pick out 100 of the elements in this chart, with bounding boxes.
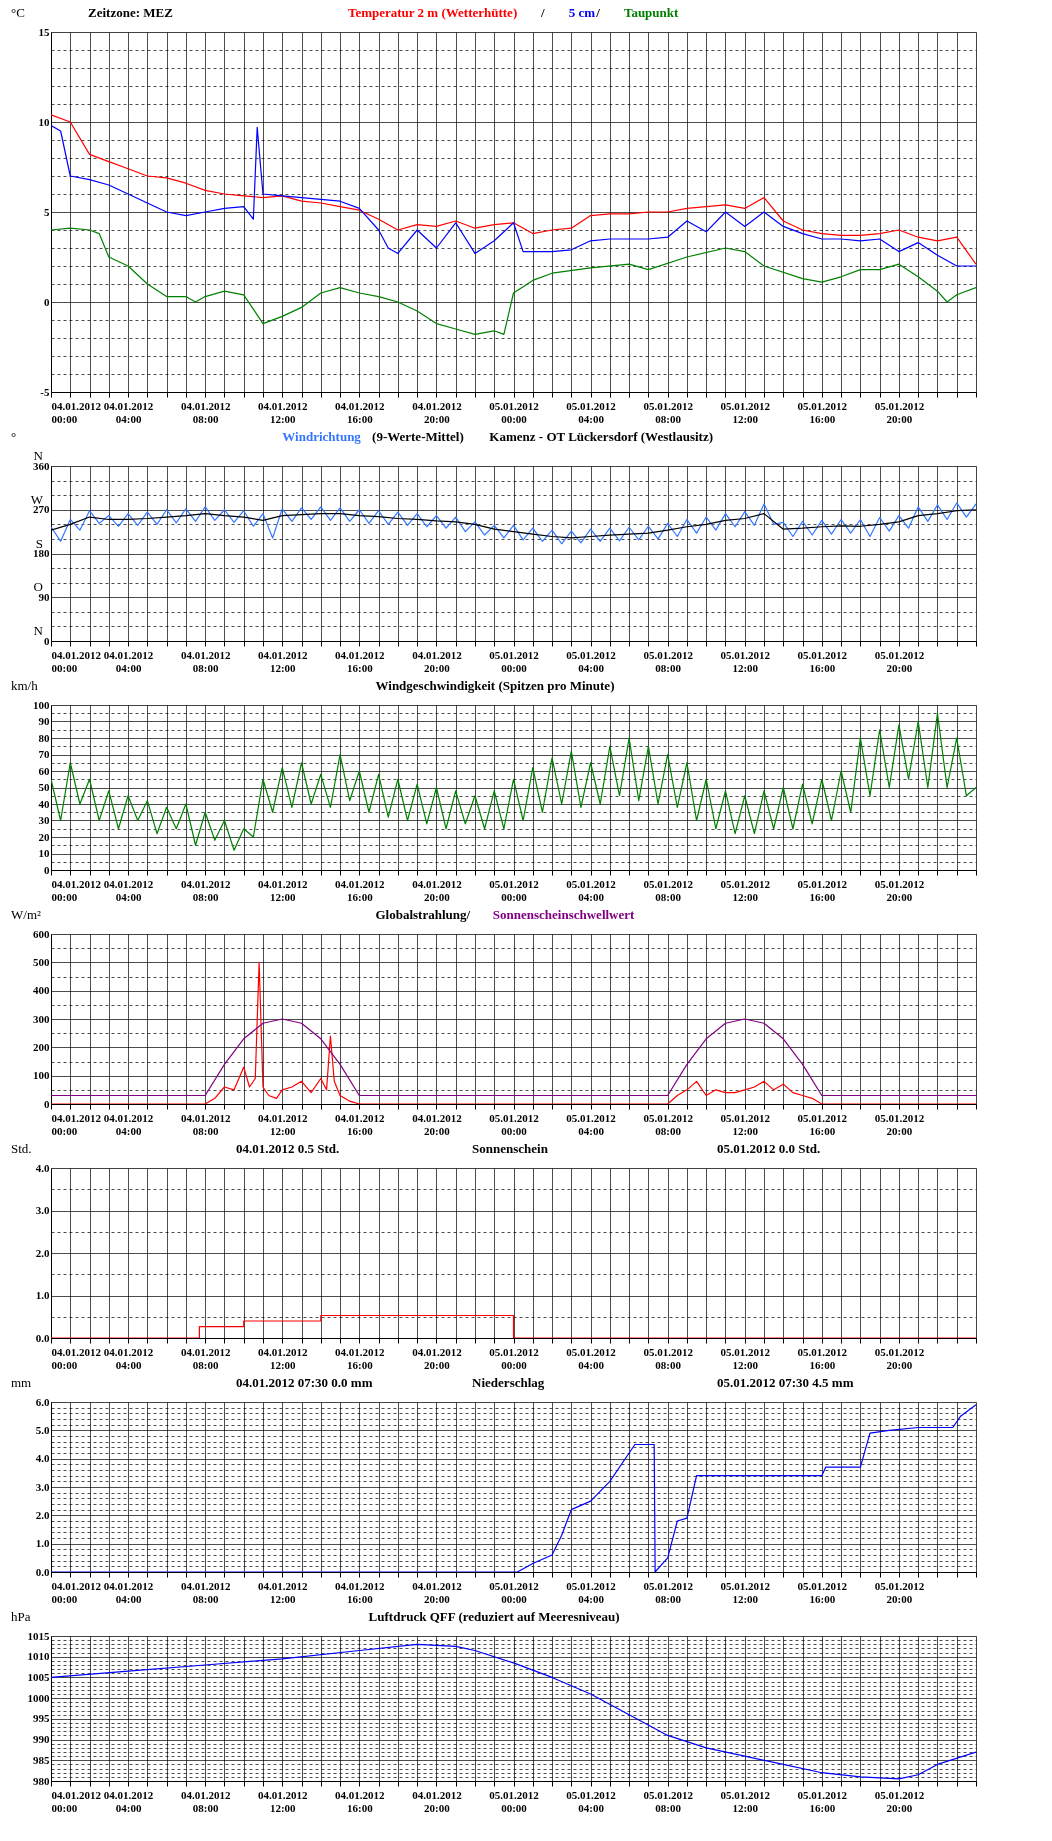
x-tick-label: 05.01.2012 00:00 — [489, 1111, 540, 1137]
x-tick-label: 04.01.2012 00:00 — [51, 1579, 102, 1605]
x-tick-label: 04.01.2012 04:00 — [103, 1345, 154, 1371]
y-tick-label: 500 — [33, 955, 50, 968]
x-tick-label: 05.01.2012 16:00 — [797, 1788, 848, 1814]
x-tick-label: 04.01.2012 00:00 — [51, 877, 102, 903]
y-tick-label: 5.0 — [35, 1423, 50, 1436]
x-tick-label: 04.01.2012 12:00 — [258, 1111, 308, 1137]
x-tick-label: 04.01.2012 08:00 — [180, 1111, 231, 1137]
x-tick-label: 04.01.2012 12:00 — [258, 1579, 308, 1605]
y-tick-label: 2.0 — [35, 1508, 50, 1521]
x-tick-label: 04.01.2012 20:00 — [412, 1111, 463, 1137]
x-tick-label: 04.01.2012 12:00 — [258, 1788, 308, 1814]
y-tick-label: -5 — [40, 385, 50, 398]
x-tick-label: 05.01.2012 04:00 — [566, 399, 617, 425]
x-tick-label: 05.01.2012 00:00 — [489, 1345, 540, 1371]
x-tick-label: 04.01.2012 00:00 — [51, 1788, 102, 1814]
x-tick-label: 05.01.2012 12:00 — [720, 1345, 771, 1371]
y-tick-label: 20 — [38, 830, 50, 843]
y-tick-label: 1.0 — [35, 1537, 50, 1550]
x-tick-label: 05.01.2012 00:00 — [489, 1579, 540, 1605]
x-tick-label: 04.01.2012 04:00 — [103, 877, 154, 903]
y-tick-label: 10 — [38, 115, 50, 128]
y-tick-label: 4.0 — [35, 1452, 50, 1465]
y-tick-label: 0 — [44, 295, 50, 308]
y-tick-label: 2.0 — [35, 1246, 50, 1259]
x-tick-label: 05.01.2012 12:00 — [720, 399, 771, 425]
x-tick-label: 05.01.2012 00:00 — [489, 648, 540, 674]
line-series — [51, 502, 976, 545]
x-tick-label: 05.01.2012 16:00 — [797, 877, 848, 903]
chart-title: Luftdruck QFF (reduziert auf Meeresniveau) — [368, 1609, 620, 1624]
x-tick-label: 05.01.2012 20:00 — [874, 1579, 925, 1605]
x-tick-label: 04.01.2012 16:00 — [335, 877, 386, 903]
x-tick-label: 04.01.2012 12:00 — [258, 877, 308, 903]
x-tick-label: 04.01.2012 12:00 — [258, 1345, 308, 1371]
line-series — [51, 1018, 976, 1097]
x-tick-label: 05.01.2012 16:00 — [797, 1579, 848, 1605]
x-tick-label: 05.01.2012 00:00 — [489, 877, 540, 903]
x-tick-label: 05.01.2012 08:00 — [643, 877, 694, 903]
x-tick-label: 04.01.2012 04:00 — [103, 1579, 154, 1605]
x-tick-label: 04.01.2012 16:00 — [335, 399, 386, 425]
x-tick-label: 04.01.2012 12:00 — [258, 648, 308, 674]
x-tick-label: 04.01.2012 08:00 — [180, 1579, 231, 1605]
x-tick-label: 04.01.2012 00:00 — [51, 1345, 102, 1371]
text: Windrichtung — [282, 429, 362, 444]
text: 05.01.2012 0.0 Std. — [717, 1141, 821, 1156]
y-tick-label: 995 — [33, 1712, 50, 1725]
y-axis-title: mm — [11, 1375, 32, 1390]
x-tick-label: 04.01.2012 00:00 — [51, 1111, 102, 1137]
y-tick-label: 0.0 — [35, 1331, 50, 1344]
x-tick-label: 05.01.2012 08:00 — [643, 1579, 694, 1605]
y-tick-label: 3.0 — [35, 1204, 50, 1216]
x-tick-label: 04.01.2012 04:00 — [103, 1788, 154, 1814]
y-tick-label: 1005 — [27, 1670, 50, 1683]
x-tick-label: 04.01.2012 08:00 — [180, 1345, 231, 1371]
text: Sonnenscheinschwellwert — [492, 907, 636, 922]
chart-title: Kamenz - OT Lückersdorf (Westlausitz) — [489, 429, 713, 444]
x-tick-label: 05.01.2012 04:00 — [566, 1111, 617, 1137]
x-tick-label: 05.01.2012 16:00 — [797, 1345, 848, 1371]
x-tick-label: 04.01.2012 16:00 — [335, 1345, 386, 1371]
x-tick-label: 05.01.2012 12:00 — [720, 1111, 771, 1137]
x-tick-label: 05.01.2012 16:00 — [797, 648, 848, 674]
y-axis-title: W/m² — [11, 907, 41, 922]
x-tick-label: 05.01.2012 16:00 — [797, 1111, 848, 1137]
x-tick-label: 05.01.2012 04:00 — [566, 648, 617, 674]
text: 5 cm — [568, 5, 596, 20]
x-tick-label: 04.01.2012 20:00 — [412, 877, 463, 903]
chart-title: Globalstrahlung/ — [375, 907, 471, 922]
y-axis-title: °C — [11, 5, 25, 20]
x-tick-label: 05.01.2012 08:00 — [643, 399, 694, 425]
x-tick-label: 05.01.2012 20:00 — [874, 648, 925, 674]
x-tick-label: 04.01.2012 20:00 — [412, 1788, 463, 1814]
x-tick-label: 04.01.2012 16:00 — [335, 648, 386, 674]
text: (9-Werte-Mittel) — [372, 429, 464, 444]
x-tick-label: 05.01.2012 12:00 — [720, 877, 771, 903]
chart-title: Windgeschwindigkeit (Spitzen pro Minute) — [375, 678, 615, 693]
y-axis-title: km/h — [11, 678, 39, 693]
y-tick-label: 0.0 — [35, 1565, 50, 1578]
text: Zeitzone: MEZ — [88, 5, 174, 20]
x-tick-label: 04.01.2012 08:00 — [180, 877, 231, 903]
x-tick-label: 04.01.2012 08:00 — [180, 399, 231, 425]
y-tick-label: 1.0 — [35, 1289, 50, 1301]
chart-title: Sonnenschein — [472, 1141, 549, 1156]
y-tick-label: 100 — [33, 698, 50, 711]
y-tick-label: 200 — [33, 1040, 50, 1053]
y-tick-label: 985 — [33, 1753, 50, 1766]
text: / — [540, 5, 546, 20]
y-axis-title: hPa — [11, 1609, 31, 1624]
y-tick-label: 70 — [38, 748, 50, 760]
x-tick-label: 05.01.2012 20:00 — [874, 1345, 925, 1371]
x-tick-label: 04.01.2012 16:00 — [335, 1788, 386, 1814]
x-tick-label: 04.01.2012 04:00 — [103, 1111, 154, 1137]
x-tick-label: 05.01.2012 08:00 — [643, 648, 694, 674]
line-series — [51, 227, 976, 335]
x-tick-label: 05.01.2012 12:00 — [720, 1788, 771, 1814]
x-tick-label: 05.01.2012 04:00 — [566, 1345, 617, 1371]
y-tick-label: 3.0 — [35, 1480, 50, 1493]
x-tick-label: 05.01.2012 08:00 — [643, 1111, 694, 1137]
y-tick-label: 40 — [38, 797, 50, 810]
text: N — [33, 623, 44, 638]
